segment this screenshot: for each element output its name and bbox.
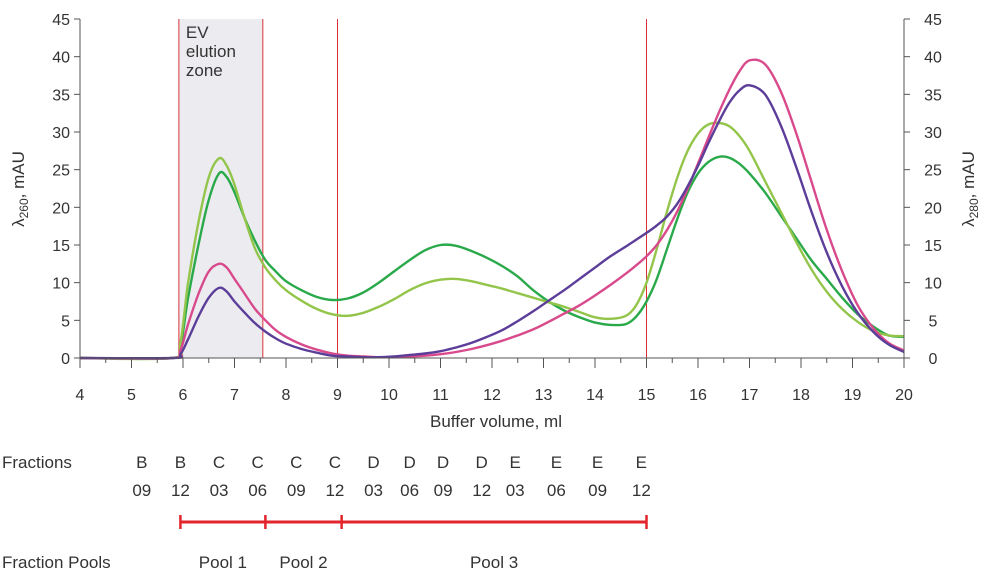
y-tick-label-left: 5 bbox=[61, 313, 70, 330]
y-tick-label-left: 40 bbox=[52, 50, 70, 67]
y-tick-label-right: 40 bbox=[924, 50, 942, 67]
x-axis-title: Buffer volume, ml bbox=[430, 412, 562, 431]
y-tick-label-right: 10 bbox=[924, 276, 942, 293]
fraction-row-letter: D bbox=[437, 453, 449, 472]
x-tick-label: 17 bbox=[741, 387, 759, 404]
fraction-number: 09 bbox=[588, 481, 607, 500]
y-tick-label-right: 25 bbox=[924, 163, 942, 180]
series-line-4 bbox=[79, 84, 905, 360]
x-tick-label: 9 bbox=[333, 387, 342, 404]
fraction-row-letter: D bbox=[476, 453, 488, 472]
fraction-row-letter: C bbox=[290, 453, 302, 472]
y-tick-label-right: 5 bbox=[929, 313, 938, 330]
y-tick-label-right: 35 bbox=[924, 87, 942, 104]
y-tick-label-left: 35 bbox=[52, 87, 70, 104]
fraction-row-letter: D bbox=[403, 453, 415, 472]
pool-label: Pool 2 bbox=[279, 553, 327, 572]
x-tick-label: 20 bbox=[895, 387, 913, 404]
x-tick-label: 19 bbox=[844, 387, 862, 404]
fraction-number: 03 bbox=[506, 481, 525, 500]
fraction-row-letter: E bbox=[592, 453, 603, 472]
fractions-label: Fractions bbox=[2, 453, 72, 472]
y-tick-label-left: 0 bbox=[61, 351, 70, 368]
fraction-number: 09 bbox=[132, 481, 151, 500]
fraction-number: 12 bbox=[632, 481, 651, 500]
x-tick-label: 6 bbox=[179, 387, 188, 404]
x-tick-label: 5 bbox=[127, 387, 136, 404]
y-tick-label-left: 20 bbox=[52, 200, 70, 217]
y-axis-title-right: λ280, mAU bbox=[959, 151, 981, 227]
x-tick-label: 8 bbox=[282, 387, 291, 404]
x-tick-label: 12 bbox=[483, 387, 501, 404]
ev-zone-label-line: EV bbox=[186, 23, 209, 42]
fraction-row-letter: D bbox=[367, 453, 379, 472]
fraction-row-letter: C bbox=[213, 453, 225, 472]
x-tick-label: 16 bbox=[689, 387, 707, 404]
x-tick-label: 10 bbox=[380, 387, 398, 404]
fraction-number: 12 bbox=[325, 481, 344, 500]
pool-label: Pool 3 bbox=[470, 553, 518, 572]
fraction-pools-label: Fraction Pools bbox=[2, 553, 111, 572]
fraction-number: 06 bbox=[547, 481, 566, 500]
series-line-2 bbox=[79, 121, 905, 361]
y-tick-label-right: 45 bbox=[924, 12, 942, 29]
x-tick-label: 15 bbox=[638, 387, 656, 404]
ev-zone-label-line: zone bbox=[186, 61, 223, 80]
fraction-row-letter: B bbox=[175, 453, 186, 472]
fraction-row-letter: E bbox=[636, 453, 647, 472]
x-tick-label: 14 bbox=[586, 387, 604, 404]
y-tick-label-right: 0 bbox=[929, 351, 938, 368]
fraction-number: 03 bbox=[210, 481, 229, 500]
fraction-row-letter: E bbox=[510, 453, 521, 472]
fraction-number: 06 bbox=[248, 481, 267, 500]
y-tick-label-right: 20 bbox=[924, 200, 942, 217]
y-tick-label-right: 15 bbox=[924, 238, 942, 255]
pool-label: Pool 1 bbox=[199, 553, 247, 572]
x-tick-label: 11 bbox=[432, 387, 449, 404]
x-tick-label: 18 bbox=[792, 387, 810, 404]
fraction-number: 09 bbox=[287, 481, 306, 500]
ev-zone-label-line: elution bbox=[186, 42, 236, 61]
fraction-row-letter: B bbox=[136, 453, 147, 472]
fraction-number: 06 bbox=[400, 481, 419, 500]
fraction-number: 12 bbox=[171, 481, 190, 500]
x-tick-label: 7 bbox=[230, 387, 239, 404]
y-tick-label-left: 15 bbox=[52, 238, 70, 255]
fraction-row-letter: E bbox=[551, 453, 562, 472]
y-tick-label-left: 10 bbox=[52, 276, 70, 293]
series-line-3 bbox=[79, 58, 905, 360]
series-layer bbox=[79, 58, 905, 361]
x-tick-label: 13 bbox=[535, 387, 553, 404]
fraction-row-letter: C bbox=[252, 453, 264, 472]
y-axis-title-left: λ260, mAU bbox=[9, 151, 31, 227]
y-tick-label-left: 25 bbox=[52, 163, 70, 180]
y-tick-label-right: 30 bbox=[924, 125, 942, 142]
x-tick-label: 4 bbox=[76, 387, 85, 404]
fraction-number: 09 bbox=[434, 481, 453, 500]
fraction-row-letter: C bbox=[329, 453, 341, 472]
fractions-layer: Fractions B 09 B 12 C 03 C 06 C 09 C 12 D 03 D 06 D 09 D 12 E… bbox=[2, 453, 651, 572]
y-tick-label-left: 45 bbox=[52, 12, 70, 29]
fraction-number: 12 bbox=[472, 481, 491, 500]
fraction-number: 03 bbox=[364, 481, 383, 500]
y-tick-label-left: 30 bbox=[52, 125, 70, 142]
